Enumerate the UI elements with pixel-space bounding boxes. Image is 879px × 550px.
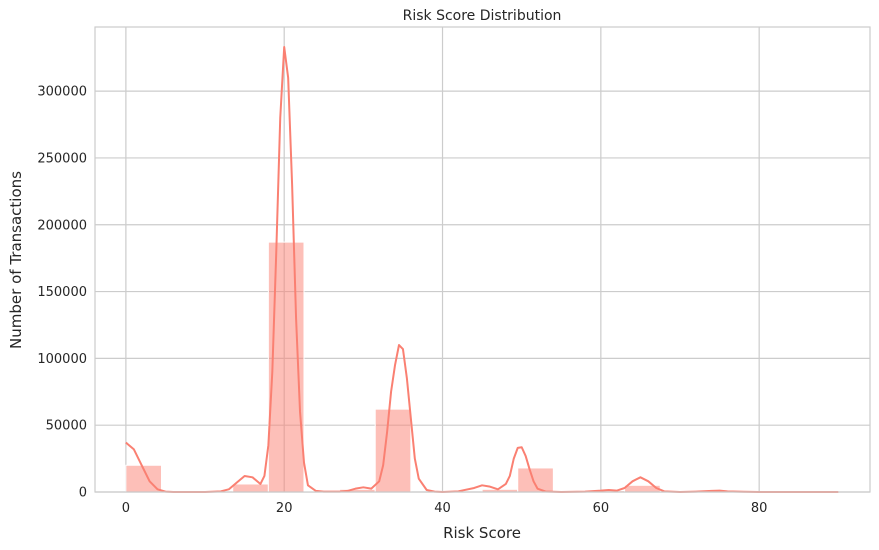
histogram-bar bbox=[374, 408, 412, 493]
y-tick-label: 250000 bbox=[37, 151, 87, 166]
plot-frame bbox=[94, 26, 871, 493]
chart-title: Risk Score Distribution bbox=[403, 8, 562, 24]
y-tick-label: 200000 bbox=[37, 218, 87, 233]
y-tick-label: 100000 bbox=[37, 352, 87, 367]
plot-background bbox=[95, 27, 870, 492]
x-axis-title: Risk Score bbox=[443, 524, 521, 542]
histogram-bar bbox=[517, 467, 554, 493]
y-tick-label: 150000 bbox=[37, 285, 87, 300]
x-tick-label: 20 bbox=[276, 501, 293, 516]
x-tick-label: 40 bbox=[434, 501, 451, 516]
y-tick-label: 0 bbox=[79, 486, 87, 501]
x-tick-labels: 0 20 40 60 80 bbox=[122, 501, 768, 516]
y-tick-labels: 0 50000 100000 150000 200000 250000 300000 bbox=[37, 85, 87, 501]
x-tick-label: 0 bbox=[122, 501, 130, 516]
x-tick-label: 60 bbox=[593, 501, 610, 516]
y-tick-label: 300000 bbox=[37, 85, 87, 100]
kde-line bbox=[125, 46, 839, 493]
histogram-bar bbox=[232, 483, 269, 493]
y-axis-title: Number of Transactions bbox=[7, 171, 25, 349]
y-tick-label: 50000 bbox=[46, 419, 87, 434]
x-tick-label: 80 bbox=[751, 501, 768, 516]
kde-curve-group bbox=[125, 46, 839, 493]
